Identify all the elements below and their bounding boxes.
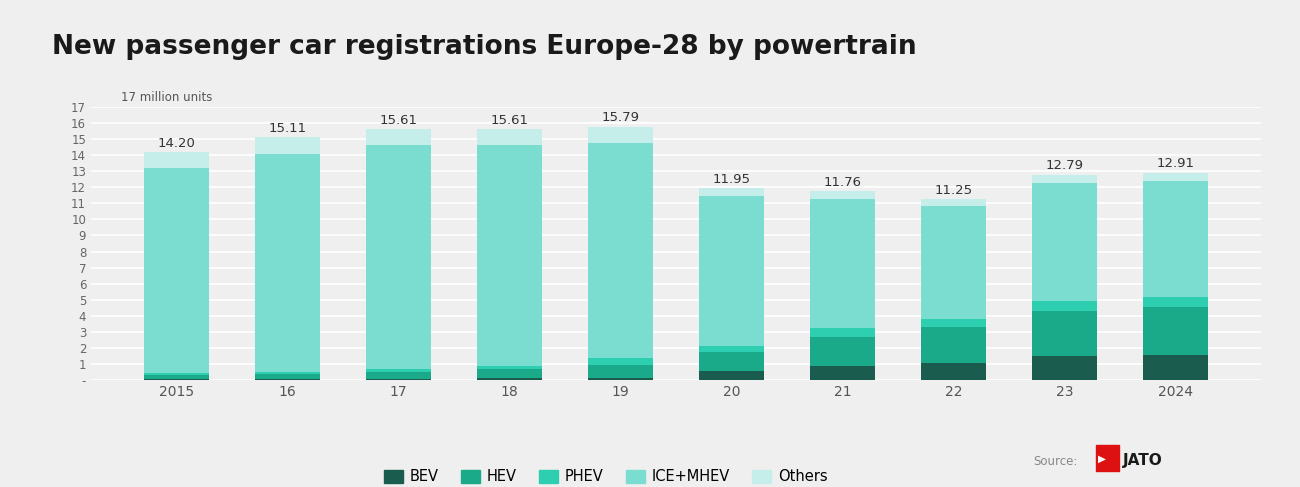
- Bar: [255, 374, 320, 379]
- Bar: [367, 146, 430, 369]
- Bar: [699, 346, 763, 352]
- Bar: [922, 206, 985, 318]
- Bar: [1144, 356, 1208, 380]
- Bar: [1032, 175, 1097, 183]
- Bar: [922, 327, 985, 363]
- Bar: [255, 153, 320, 372]
- Bar: [255, 372, 320, 374]
- Bar: [810, 366, 875, 380]
- Text: 15.61: 15.61: [380, 114, 417, 127]
- Bar: [589, 358, 653, 365]
- Bar: [1144, 173, 1208, 181]
- Bar: [1144, 181, 1208, 297]
- Text: Source:: Source:: [1034, 454, 1078, 468]
- Text: New passenger car registrations Europe-28 by powertrain: New passenger car registrations Europe-2…: [52, 34, 916, 60]
- Text: 14.20: 14.20: [157, 137, 195, 150]
- Bar: [144, 375, 208, 379]
- Bar: [255, 137, 320, 153]
- Text: ▶: ▶: [1098, 453, 1106, 463]
- Text: 15.11: 15.11: [268, 122, 307, 135]
- Text: 15.79: 15.79: [602, 111, 640, 124]
- Bar: [922, 363, 985, 380]
- Bar: [477, 130, 542, 146]
- Text: 12.91: 12.91: [1157, 157, 1195, 170]
- Bar: [699, 371, 763, 380]
- Bar: [699, 196, 763, 346]
- Bar: [699, 352, 763, 371]
- Bar: [589, 365, 653, 377]
- Text: 11.76: 11.76: [823, 176, 862, 189]
- Bar: [367, 369, 430, 372]
- Bar: [589, 377, 653, 380]
- Text: 15.61: 15.61: [490, 114, 529, 127]
- Bar: [1144, 297, 1208, 307]
- Bar: [1032, 356, 1097, 380]
- Bar: [367, 372, 430, 379]
- Bar: [922, 199, 985, 206]
- Bar: [144, 168, 208, 374]
- Bar: [810, 191, 875, 199]
- Bar: [144, 152, 208, 168]
- Text: JATO: JATO: [1123, 453, 1164, 468]
- Bar: [810, 199, 875, 328]
- Bar: [810, 337, 875, 366]
- Text: 12.79: 12.79: [1045, 159, 1084, 172]
- Bar: [589, 143, 653, 358]
- Bar: [589, 127, 653, 143]
- Bar: [1032, 183, 1097, 301]
- Bar: [367, 379, 430, 380]
- Bar: [1032, 311, 1097, 356]
- Bar: [922, 318, 985, 327]
- Bar: [477, 378, 542, 380]
- Bar: [144, 374, 208, 375]
- Bar: [477, 366, 542, 370]
- Bar: [1144, 307, 1208, 356]
- Text: 11.95: 11.95: [712, 173, 750, 186]
- Bar: [1032, 301, 1097, 311]
- Bar: [477, 370, 542, 378]
- Legend: BEV, HEV, PHEV, ICE+MHEV, Others: BEV, HEV, PHEV, ICE+MHEV, Others: [378, 464, 833, 487]
- Bar: [477, 146, 542, 366]
- Text: 17 million units: 17 million units: [121, 91, 212, 104]
- Bar: [255, 379, 320, 380]
- Bar: [810, 328, 875, 337]
- Bar: [367, 130, 430, 146]
- Text: 11.25: 11.25: [935, 184, 972, 197]
- Bar: [144, 379, 208, 380]
- Bar: [699, 188, 763, 196]
